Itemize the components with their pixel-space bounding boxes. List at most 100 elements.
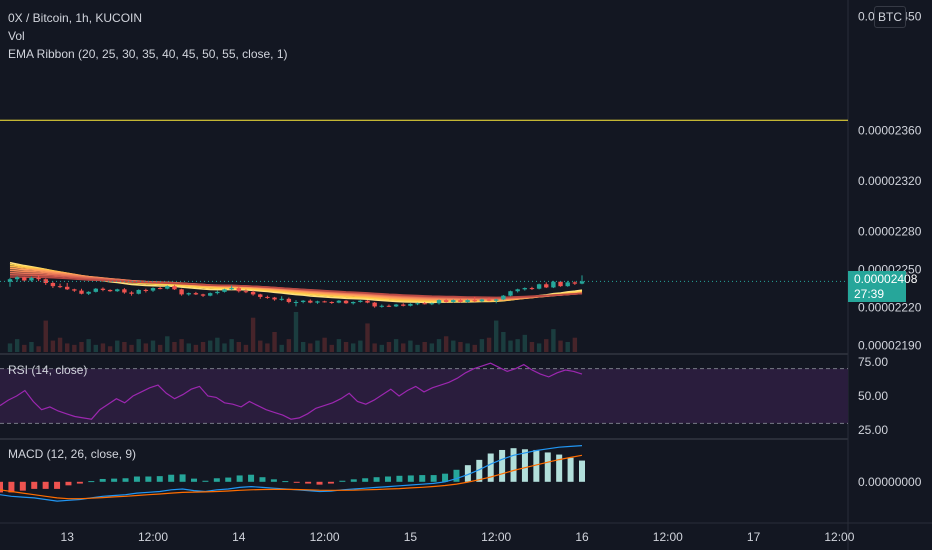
volume-bar xyxy=(222,343,227,352)
volume-bar xyxy=(443,336,449,352)
volume-bar xyxy=(486,337,492,352)
volume-bar xyxy=(351,343,356,352)
macd-histogram-bar xyxy=(156,476,163,482)
macd-histogram-bar xyxy=(521,449,528,482)
volume-bar xyxy=(358,340,363,352)
candle-body xyxy=(157,288,163,290)
candle-body xyxy=(265,296,270,298)
candle-body xyxy=(29,277,34,281)
volume-bar xyxy=(315,340,320,352)
volume-bar xyxy=(436,339,442,352)
candle-body xyxy=(122,289,127,293)
volume-bar xyxy=(286,339,292,352)
candle-body xyxy=(393,304,399,307)
macd-histogram-bar xyxy=(430,475,437,482)
macd-histogram-bar xyxy=(88,481,95,483)
candle-body xyxy=(372,302,377,307)
rsi-tick-label: 75.00 xyxy=(858,355,888,369)
ema-ribbon-line xyxy=(9,261,583,304)
volume-bar xyxy=(165,336,170,352)
macd-histogram-bar xyxy=(396,475,403,482)
macd-histogram-bar xyxy=(111,478,118,482)
volume-bar xyxy=(479,339,485,352)
candle-body xyxy=(494,299,499,301)
volume-legend[interactable]: Vol xyxy=(8,29,25,43)
macd-legend[interactable]: MACD (12, 26, close, 9) xyxy=(8,447,137,461)
volume-bar xyxy=(429,343,435,352)
macd-histogram-bar xyxy=(225,477,232,482)
rsi-band xyxy=(0,368,848,424)
ema-ribbon-legend[interactable]: EMA Ribbon (20, 25, 30, 35, 40, 45, 50, … xyxy=(8,47,288,61)
candle-body xyxy=(415,303,420,305)
macd-histogram-bar xyxy=(270,479,277,482)
candle-body xyxy=(115,289,120,292)
candle-body xyxy=(436,300,442,304)
price-tick-label: 0.00002360 xyxy=(858,123,922,137)
candle-body xyxy=(465,300,470,302)
macd-histogram-bar xyxy=(305,481,312,484)
bar-countdown: 27:39 xyxy=(854,287,885,302)
macd-histogram-bar xyxy=(327,481,334,484)
candle-body xyxy=(379,305,384,307)
volume-bar xyxy=(501,332,506,352)
candle-body xyxy=(100,288,106,290)
candle-body xyxy=(136,289,141,294)
candle-body xyxy=(186,293,191,295)
macd-histogram-bar xyxy=(373,477,380,482)
volume-bar xyxy=(365,323,370,352)
macd-histogram-bar xyxy=(133,476,140,482)
rsi-tick-label: 50.00 xyxy=(858,389,888,403)
volume-bar xyxy=(265,343,270,352)
candle-body xyxy=(229,288,234,290)
volume-bar xyxy=(308,343,313,352)
volume-bar xyxy=(236,342,241,352)
time-tick-label: 17 xyxy=(747,530,761,544)
macd-histogram-bar xyxy=(350,479,357,482)
macd-histogram-bar xyxy=(202,480,209,482)
volume-bar xyxy=(22,344,27,352)
candle-body xyxy=(143,289,149,291)
candle-body xyxy=(236,288,241,292)
macd-histogram-bar xyxy=(476,459,483,482)
volume-bar xyxy=(408,340,413,352)
volume-bar xyxy=(36,346,41,352)
volume-bar xyxy=(129,344,134,352)
candle-body xyxy=(208,293,213,296)
volume-bar xyxy=(72,344,77,352)
candle-body xyxy=(93,288,98,292)
macd-histogram-bar xyxy=(407,475,414,482)
candle-body xyxy=(429,303,435,305)
volume-bar xyxy=(515,339,520,352)
currency-badge[interactable]: BTC xyxy=(874,6,906,28)
candle-body xyxy=(358,300,363,302)
macd-histogram-bar xyxy=(556,454,563,482)
macd-histogram-bar xyxy=(259,477,266,482)
candle-body xyxy=(279,298,284,300)
volume-bar xyxy=(379,344,384,352)
symbol-title[interactable]: 0X / Bitcoin, 1h, KUCOIN xyxy=(8,11,143,25)
price-tick-label: 0.00002190 xyxy=(858,339,922,353)
candle-body xyxy=(36,277,41,280)
macd-histogram-bar xyxy=(42,481,49,489)
volume-bar xyxy=(7,343,13,352)
macd-histogram-bar xyxy=(213,478,220,482)
candle-body xyxy=(572,282,578,284)
candle-body xyxy=(7,279,13,282)
volume-bar xyxy=(458,342,463,352)
volume-bar xyxy=(494,320,499,352)
macd-histogram-bar xyxy=(31,481,38,489)
candle-body xyxy=(529,288,535,290)
price-tick-label: 0.00002280 xyxy=(858,225,922,239)
volume-bar xyxy=(451,340,456,352)
candle-body xyxy=(165,286,170,289)
candle-body xyxy=(22,277,27,281)
rsi-legend[interactable]: RSI (14, close) xyxy=(8,363,88,377)
macd-tick-label: 0.00000000 xyxy=(858,475,922,489)
volume-bar xyxy=(558,340,563,352)
macd-histogram-bar xyxy=(76,481,83,484)
macd-histogram-bar xyxy=(499,449,506,482)
macd-histogram-bar xyxy=(544,452,551,482)
volume-bar xyxy=(215,337,220,352)
volume-bar xyxy=(200,342,206,352)
